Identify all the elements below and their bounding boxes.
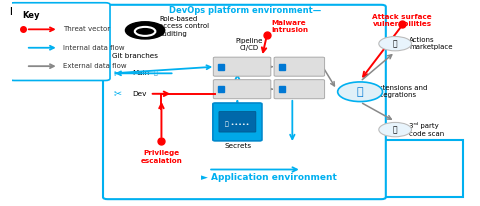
- FancyBboxPatch shape: [213, 80, 271, 99]
- Circle shape: [379, 36, 411, 51]
- Text: 3ʳᵈ party
code scan: 3ʳᵈ party code scan: [409, 122, 444, 137]
- Circle shape: [135, 27, 156, 36]
- Text: Threat vector: Threat vector: [63, 26, 110, 32]
- Bar: [108, 140, 463, 197]
- Text: External data flow: External data flow: [63, 63, 127, 69]
- Circle shape: [379, 122, 411, 137]
- Text: Attack surface
vulnerabilities: Attack surface vulnerabilities: [372, 14, 432, 27]
- Text: ► Application environment: ► Application environment: [201, 173, 337, 182]
- FancyBboxPatch shape: [103, 5, 386, 199]
- Text: ✓: ✓: [301, 87, 306, 92]
- Text: ✂: ✂: [114, 68, 122, 78]
- Text: Internal data flow: Internal data flow: [63, 45, 125, 51]
- Text: Actions
marketplace: Actions marketplace: [409, 37, 453, 50]
- Text: ✂: ✂: [114, 89, 122, 99]
- Text: 📦: 📦: [393, 39, 397, 48]
- Text: 🔒: 🔒: [154, 70, 157, 76]
- Text: DevOps platform
environment
Overview: DevOps platform environment Overview: [10, 7, 103, 45]
- Text: Role-based
access control
auditing: Role-based access control auditing: [159, 16, 209, 37]
- Text: Dev: Dev: [132, 91, 147, 97]
- Circle shape: [125, 22, 165, 39]
- Text: Pipeline
CI/CD: Pipeline CI/CD: [236, 38, 263, 52]
- FancyBboxPatch shape: [274, 80, 324, 99]
- Text: 🖥: 🖥: [357, 87, 363, 97]
- Text: ✓ Approval: ✓ Approval: [288, 64, 321, 69]
- FancyBboxPatch shape: [219, 111, 256, 132]
- Text: Malware
intrusion: Malware intrusion: [271, 20, 309, 33]
- Text: DevOps platform environment—: DevOps platform environment—: [168, 6, 321, 15]
- FancyBboxPatch shape: [213, 103, 262, 141]
- Text: Main: Main: [132, 70, 150, 76]
- Text: Secrets: Secrets: [224, 143, 251, 149]
- FancyBboxPatch shape: [10, 3, 110, 81]
- FancyBboxPatch shape: [274, 57, 324, 76]
- Text: 🔍: 🔍: [393, 125, 397, 134]
- FancyBboxPatch shape: [213, 57, 271, 76]
- Text: Extensions and
integrations: Extensions and integrations: [374, 85, 428, 98]
- Text: Privilege
escalation: Privilege escalation: [141, 150, 182, 164]
- Circle shape: [337, 82, 383, 102]
- Text: Key: Key: [23, 11, 40, 20]
- Text: Git branches: Git branches: [112, 53, 158, 59]
- Text: 🔒 •••••: 🔒 •••••: [225, 121, 250, 126]
